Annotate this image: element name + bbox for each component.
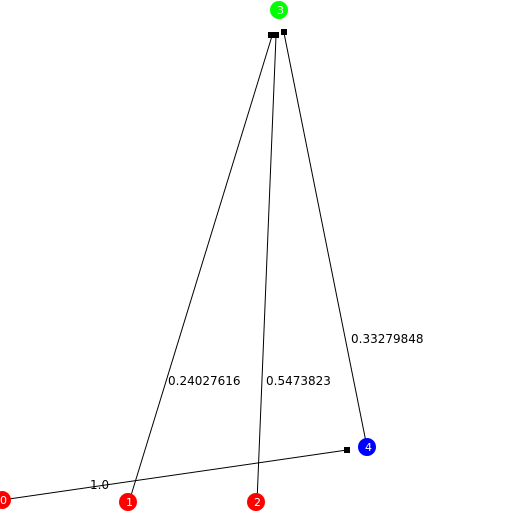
node-2: 2 [247, 493, 265, 511]
node-3: 3 [270, 1, 288, 19]
node-0-circle [0, 491, 11, 509]
node-4-label: 4 [365, 441, 372, 454]
node-3-label: 3 [277, 4, 284, 17]
node-0-label: 0 [0, 494, 7, 507]
node-0: 0 [0, 491, 11, 509]
edge-1-3 [128, 35, 273, 503]
edge-0-4 [1, 449, 348, 501]
edge-4-3 [283, 32, 368, 448]
edge-label-4-3: 0.33279848 [351, 332, 424, 346]
node-1-label: 1 [126, 496, 133, 509]
edge-label-0-4: 1.0 [90, 478, 109, 492]
arrowhead-edge-0-4 [344, 447, 350, 453]
arrowhead-edge-1-3 [268, 32, 274, 38]
arrowhead-edge-2-3 [273, 32, 279, 38]
edge-2-3 [256, 35, 277, 503]
node-1: 1 [119, 493, 137, 511]
node-3-circle [270, 1, 288, 19]
node-4: 4 [358, 438, 376, 456]
node-4-circle [358, 438, 376, 456]
node-2-label: 2 [254, 496, 261, 509]
arrowhead-edge-4-3 [281, 29, 287, 35]
node-1-circle [119, 493, 137, 511]
edge-label-2-3: 0.5473823 [266, 374, 331, 388]
edge-label-1-3: 0.24027616 [168, 374, 241, 388]
node-2-circle [247, 493, 265, 511]
